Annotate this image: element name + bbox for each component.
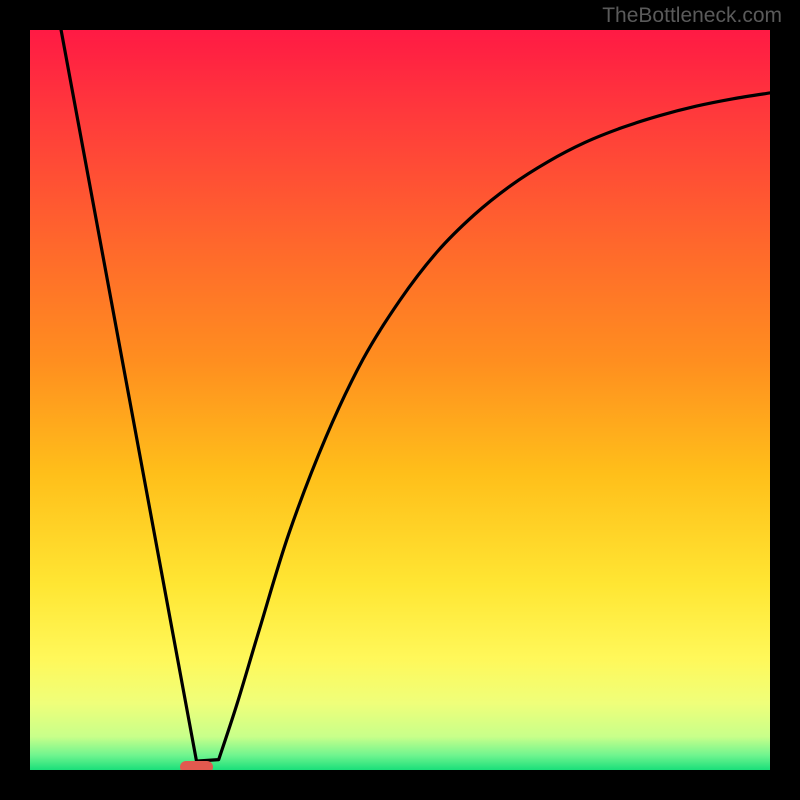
watermark-text: TheBottleneck.com (602, 4, 782, 28)
optimal-point-marker (180, 761, 213, 770)
bottleneck-chart (30, 30, 770, 770)
bottleneck-curve (30, 30, 770, 770)
